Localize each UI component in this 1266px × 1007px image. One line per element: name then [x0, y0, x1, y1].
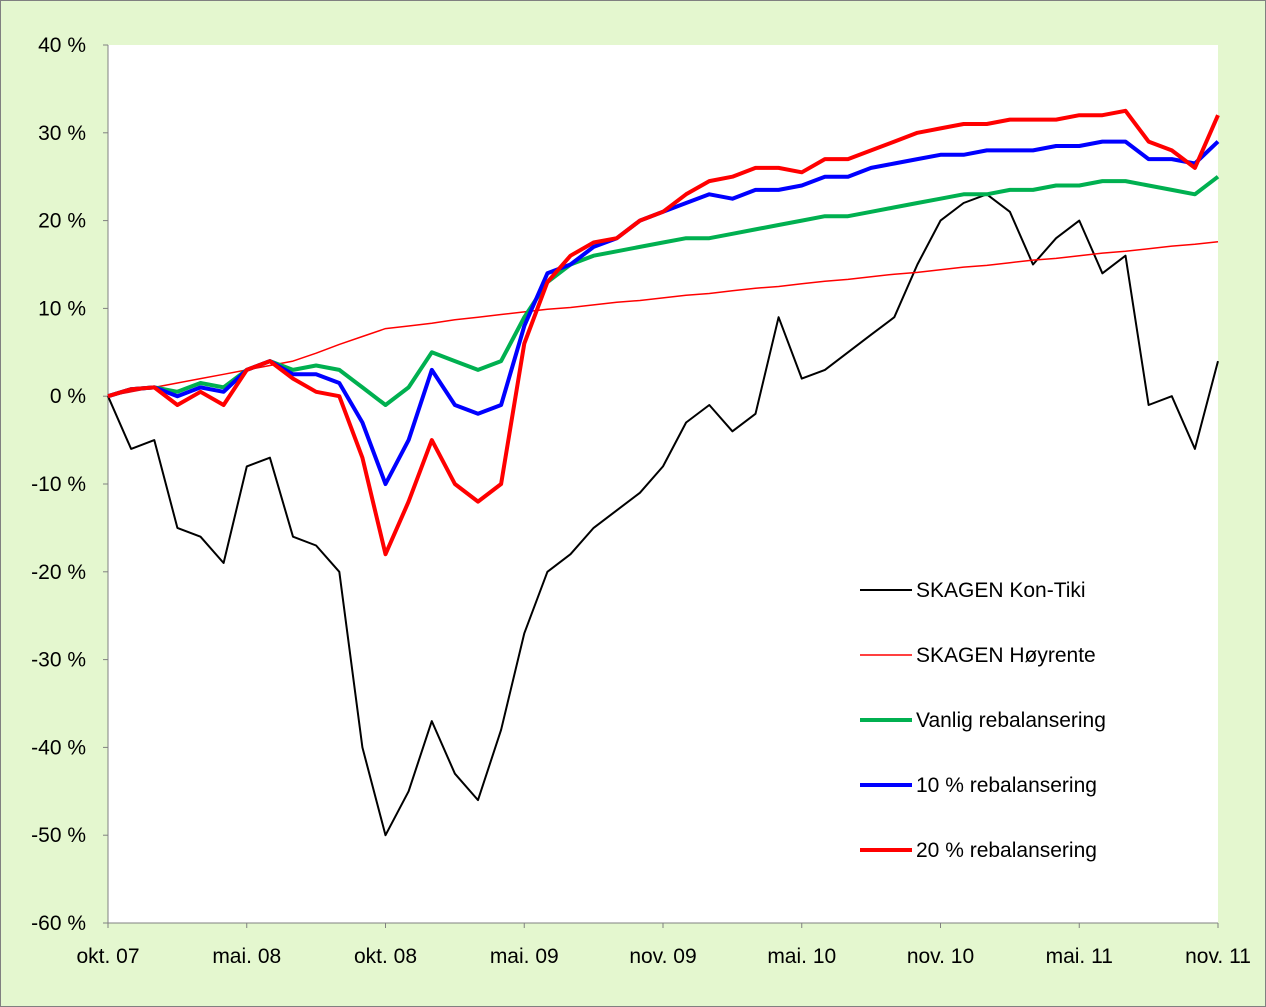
legend-label: Vanlig rebalansering [916, 709, 1106, 732]
legend-label: SKAGEN Høyrente [916, 644, 1096, 667]
y-tick-label: 10 % [38, 297, 86, 320]
legend-label: 20 % rebalansering [916, 839, 1097, 862]
y-tick-label: 30 % [38, 122, 86, 145]
series-line [107, 175, 1220, 407]
y-tick-label: -20 % [31, 561, 86, 584]
series-line [107, 240, 1219, 397]
x-tick-label: mai. 11 [1046, 945, 1113, 968]
x-tick-label: mai. 10 [767, 945, 836, 968]
series-line [107, 193, 1219, 837]
x-tick-label: nov. 11 [1185, 945, 1251, 968]
x-tick-label: mai. 09 [490, 945, 559, 968]
y-tick-label: 20 % [38, 210, 86, 233]
legend-label: 10 % rebalansering [916, 774, 1097, 797]
y-tick-label: 40 % [38, 34, 86, 57]
legend-label: SKAGEN Kon-Tiki [916, 579, 1086, 602]
x-tick-label: nov. 10 [907, 945, 974, 968]
y-tick-label: -30 % [31, 649, 86, 672]
y-tick-label: -50 % [31, 824, 86, 847]
x-tick-label: nov. 09 [629, 945, 696, 968]
y-tick-label: -40 % [31, 736, 86, 759]
x-tick-label: mai. 08 [212, 945, 281, 968]
x-tick-label: okt. 08 [354, 945, 417, 968]
y-tick-label: -60 % [31, 912, 86, 935]
x-tick-label: okt. 07 [76, 945, 139, 968]
series-line [107, 108, 1220, 557]
y-tick-label: 0 % [50, 385, 86, 408]
y-tick-label: -10 % [31, 473, 86, 496]
